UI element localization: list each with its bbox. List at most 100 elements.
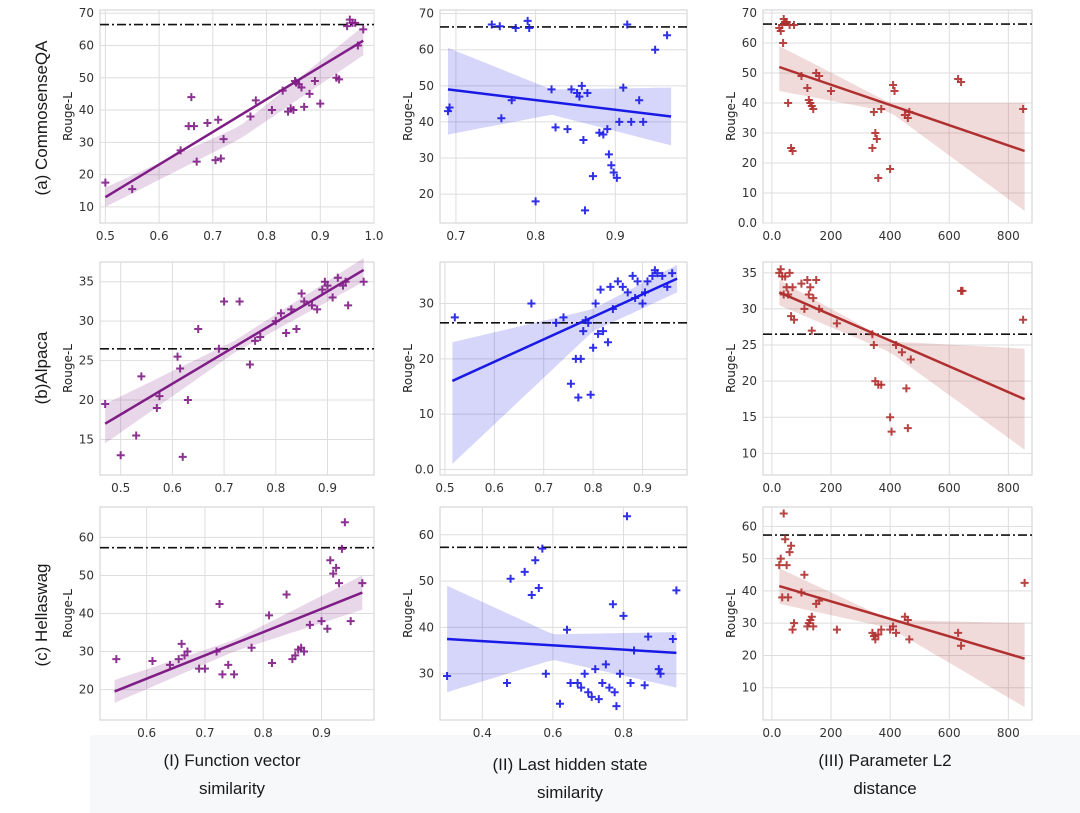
data-point	[215, 599, 224, 608]
data-point	[297, 289, 306, 298]
data-point	[335, 579, 344, 588]
data-point	[892, 628, 901, 637]
data-point	[957, 641, 966, 650]
chart-panel-b2: 0.5 0.6 0.7 0.8 0.9 0.0 10 20 30 Rouge-L	[401, 261, 688, 495]
col-label-3-line2: distance	[853, 779, 916, 798]
data-point	[214, 344, 223, 353]
col-label-1-line2: similarity	[199, 779, 266, 798]
col-label-3-line1: (III) Parameter L2	[818, 751, 951, 770]
y-tick-label: 0.0	[738, 216, 757, 230]
y-tick-label: 40	[419, 115, 434, 129]
data-point	[176, 146, 185, 155]
data-point	[589, 343, 598, 352]
data-point	[445, 103, 454, 112]
data-point	[607, 161, 616, 170]
data-point	[815, 596, 824, 605]
data-point	[892, 341, 901, 350]
data-point	[889, 622, 898, 631]
x-tick-label: 0.0	[762, 229, 781, 243]
chart-panel-b1: 0.5 0.6 0.7 0.8 0.9 15 20 25 30 35 Rouge-L	[61, 258, 375, 495]
x-tick-label: 1.0	[364, 229, 383, 243]
y-tick-label: 40	[79, 103, 94, 117]
data-point	[903, 114, 912, 122]
data-point	[886, 165, 895, 173]
y-tick-label: 30	[419, 667, 434, 681]
data-point	[132, 431, 141, 440]
data-point	[954, 628, 963, 637]
data-point	[584, 318, 593, 327]
y-tick-label: 30	[742, 616, 757, 630]
data-point	[305, 620, 314, 629]
data-point	[613, 277, 622, 286]
data-point	[812, 276, 821, 285]
data-point	[329, 569, 338, 578]
x-tick-label: 0.8	[584, 481, 603, 495]
data-point	[890, 87, 899, 95]
data-point	[300, 647, 309, 656]
data-point	[307, 301, 316, 310]
data-point	[640, 681, 649, 690]
data-point	[615, 669, 624, 678]
data-point	[788, 625, 797, 634]
data-point	[317, 617, 326, 626]
data-point	[615, 117, 624, 126]
data-point	[868, 144, 877, 152]
data-point	[230, 670, 239, 679]
data-point	[353, 41, 362, 50]
data-point	[341, 277, 350, 286]
data-point	[1019, 315, 1028, 324]
y-tick-label: 50	[419, 574, 434, 588]
data-point	[790, 21, 799, 29]
data-point	[323, 281, 332, 290]
y-tick-label: 20	[79, 168, 94, 182]
y-tick-label: 10	[419, 407, 434, 421]
data-point	[178, 452, 187, 461]
y-tick-label: 10	[742, 681, 757, 695]
data-point	[1020, 578, 1029, 587]
data-point	[506, 574, 515, 583]
data-point	[359, 277, 368, 286]
y-tick-label: 50	[79, 71, 94, 85]
caption-band	[90, 735, 1080, 813]
row-label-b: (b)Alpaca	[32, 331, 51, 404]
data-point	[503, 678, 512, 687]
x-tick-label: 0.9	[311, 229, 330, 243]
data-point	[267, 658, 276, 667]
data-point	[520, 567, 529, 576]
data-point	[282, 329, 291, 337]
data-point	[779, 509, 788, 518]
data-point	[790, 315, 799, 324]
data-point	[626, 678, 635, 687]
regression-line	[778, 65, 1026, 153]
data-point	[224, 660, 233, 669]
data-point	[656, 669, 665, 678]
data-point	[567, 85, 576, 94]
data-point	[450, 313, 459, 322]
y-tick-label: 30	[419, 151, 434, 165]
y-axis-label: Rouge-L	[401, 589, 415, 638]
x-tick-label: 200	[820, 726, 843, 740]
data-point	[235, 297, 244, 306]
data-point	[606, 282, 615, 291]
data-point	[305, 89, 314, 98]
y-axis-label: Rouge-L	[724, 92, 738, 141]
data-point	[784, 99, 793, 107]
data-point	[551, 123, 560, 132]
y-tick-label: 30	[742, 126, 757, 140]
row-label-c: (c) Hellaswag	[32, 564, 51, 667]
data-point	[173, 352, 182, 361]
data-point	[782, 561, 791, 570]
chart-panel-b3: 0.0 200 400 600 800 10 15 20 25 30 35 Rouge-L	[724, 261, 1033, 495]
y-tick-label: 30	[742, 302, 757, 316]
plot-area	[762, 9, 1033, 224]
data-point	[443, 672, 452, 681]
data-point	[591, 665, 600, 674]
data-point	[618, 282, 627, 291]
data-point	[538, 544, 547, 553]
data-point	[116, 451, 125, 460]
x-tick-label: 400	[879, 229, 902, 243]
data-point	[826, 87, 835, 95]
data-point	[332, 563, 341, 572]
y-tick-label: 50	[742, 66, 757, 80]
